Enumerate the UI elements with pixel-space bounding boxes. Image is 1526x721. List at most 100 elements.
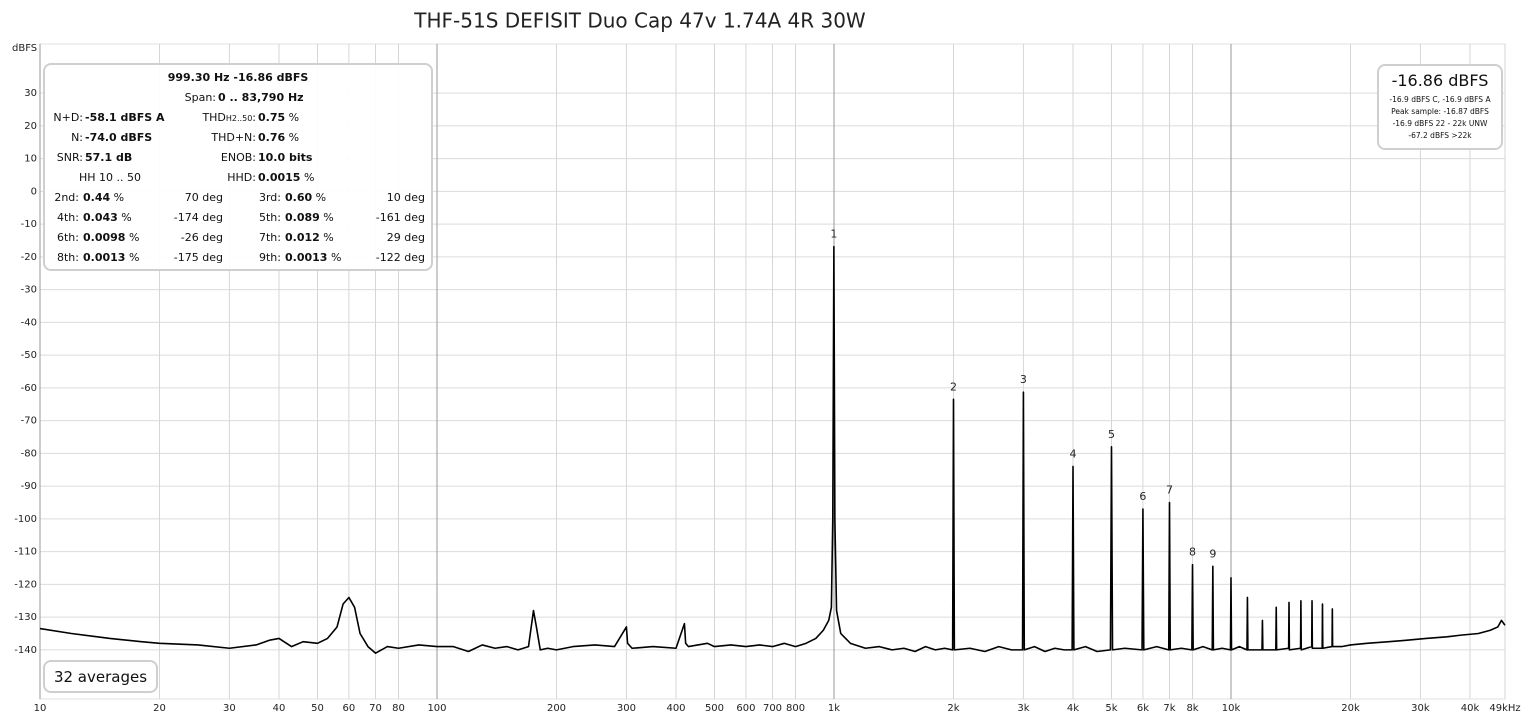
x-tick-label: 10k: [1222, 703, 1241, 714]
peak-label: 3: [1020, 373, 1027, 386]
info-header: 999.30 Hz -16.86 dBFS: [167, 71, 309, 84]
averages-box: 32 averages: [43, 660, 158, 693]
span-label: Span:: [184, 91, 216, 104]
span-value: 0 .. 83,790 Hz: [218, 91, 304, 104]
metric-value-number: 10.0 bits: [258, 151, 313, 164]
peak-label: 1: [830, 228, 837, 241]
harmonic-unit: %: [121, 211, 132, 224]
x-tick-label: 1k: [828, 703, 840, 714]
harmonic-value-number: 0.0013: [285, 251, 328, 264]
x-tick-label: 5k: [1105, 703, 1117, 714]
harmonic-label: 7th:: [259, 231, 281, 244]
harmonic-unit: %: [128, 251, 140, 264]
metric-value: 57.1 dB: [85, 151, 132, 165]
harmonic-value-number: 0.043: [83, 211, 118, 224]
y-tick-label: 10: [24, 154, 37, 165]
y-tick-label: -140: [14, 645, 37, 656]
y-tick-label: -120: [14, 579, 37, 590]
y-tick-label: 30: [24, 88, 37, 99]
peak-label: 2: [950, 380, 957, 393]
metric-value: 0.0015 %: [258, 171, 314, 185]
metric-value: 0.76 %: [258, 131, 299, 145]
x-tick-label: 2k: [947, 703, 959, 714]
harmonic-phase: 10 deg: [386, 191, 425, 204]
metric-value-number: 0.0015: [258, 171, 301, 184]
y-tick-label: -40: [21, 317, 37, 328]
metric-value-number: 0.76: [258, 131, 286, 144]
peak-label: 5: [1108, 428, 1115, 441]
harmonic-label: 8th:: [57, 251, 79, 264]
harmonic-unit: %: [330, 251, 342, 264]
harmonic-phase: -122 deg: [375, 251, 425, 264]
harmonic-label: 5th:: [259, 211, 281, 224]
peak-label: 7: [1166, 484, 1173, 497]
x-tick-label: 80: [392, 703, 405, 714]
harmonic-value: 0.012 %: [285, 231, 334, 245]
harmonic-label: 9th:: [259, 251, 281, 264]
harmonic-label: 6th:: [57, 231, 79, 244]
metric-label: N+D:: [53, 111, 83, 124]
x-tick-label: 20: [153, 703, 166, 714]
metric-unit: %: [288, 111, 300, 124]
metric-value-number: -74.0 dBFS: [85, 131, 153, 144]
harmonic-unit: %: [323, 211, 334, 224]
metric-label-main: THD: [202, 111, 226, 124]
harmonic-value: 0.60 %: [285, 191, 326, 205]
x-tick-label: 30: [223, 703, 236, 714]
harmonic-label: 4th:: [57, 211, 79, 224]
x-tick-label: 40k: [1461, 703, 1480, 714]
metric-value: 10.0 bits: [258, 151, 312, 165]
harmonic-phase: -26 deg: [180, 231, 223, 244]
info-panel: 999.30 Hz -16.86 dBFS Span: 0 .. 83,790 Hz…: [43, 63, 433, 271]
x-tick-label: 7k: [1163, 703, 1175, 714]
y-tick-label: -110: [14, 547, 37, 558]
harmonic-value-number: 0.0013: [83, 251, 126, 264]
x-tick-label: 3k: [1017, 703, 1029, 714]
metric-label: N:: [71, 131, 83, 144]
metric-unit: %: [288, 131, 300, 144]
harmonic-value-number: 0.44: [83, 191, 111, 204]
level-panel: -16.86 dBFS -16.9 dBFS C, -16.9 dBFS A Pea…: [1377, 64, 1503, 150]
x-tick-label: 49kHz: [1489, 703, 1520, 714]
metric-value-number: 0.75: [258, 111, 286, 124]
y-tick-label: -90: [21, 481, 37, 492]
harmonic-phase: -174 deg: [173, 211, 223, 224]
chart-title: THF-51S DEFISIT Duo Cap 47v 1.74A 4R 30W: [413, 9, 866, 33]
x-tick-label: 100: [427, 703, 446, 714]
x-tick-label: 400: [666, 703, 685, 714]
metric-value: -74.0 dBFS: [85, 131, 152, 145]
harmonic-unit: %: [128, 231, 140, 244]
x-tick-label: 30k: [1411, 703, 1430, 714]
metric-label: ENOB:: [220, 151, 256, 164]
x-tick-label: 700: [763, 703, 782, 714]
harmonic-value-number: 0.0098: [83, 231, 126, 244]
x-tick-label: 70: [369, 703, 382, 714]
metric-label: THDH2..50:: [202, 111, 256, 126]
x-tick-label: 6k: [1137, 703, 1149, 714]
harmonic-value-number: 0.089: [285, 211, 320, 224]
averages-label: 32 averages: [53, 668, 148, 686]
y-tick-label: -100: [14, 514, 37, 525]
metric-unit: %: [303, 171, 315, 184]
y-tick-label: 20: [24, 121, 37, 132]
x-tick-label: 50: [311, 703, 324, 714]
metric-label: HHD:: [227, 171, 256, 184]
harmonic-value: 0.0098 %: [83, 231, 139, 245]
level-detail: -67.2 dBFS >22k: [1408, 131, 1472, 140]
y-tick-label: -80: [21, 448, 37, 459]
harmonic-phase: 70 deg: [184, 191, 223, 204]
harmonic-phase: -175 deg: [173, 251, 223, 264]
metric-value-number: -58.1 dBFS A: [85, 111, 165, 124]
x-tick-label: 10: [34, 703, 47, 714]
harmonic-unit: %: [323, 231, 334, 244]
y-axis-label: dBFS: [12, 43, 37, 54]
y-tick-label: -130: [14, 612, 37, 623]
metric-label: HH 10 .. 50: [79, 171, 142, 184]
y-tick-label: -30: [21, 285, 37, 296]
x-tick-label: 20k: [1341, 703, 1360, 714]
level-detail: -16.9 dBFS 22 - 22k UNW: [1392, 119, 1488, 128]
x-tick-label: 8k: [1186, 703, 1198, 714]
x-tick-label: 60: [343, 703, 356, 714]
